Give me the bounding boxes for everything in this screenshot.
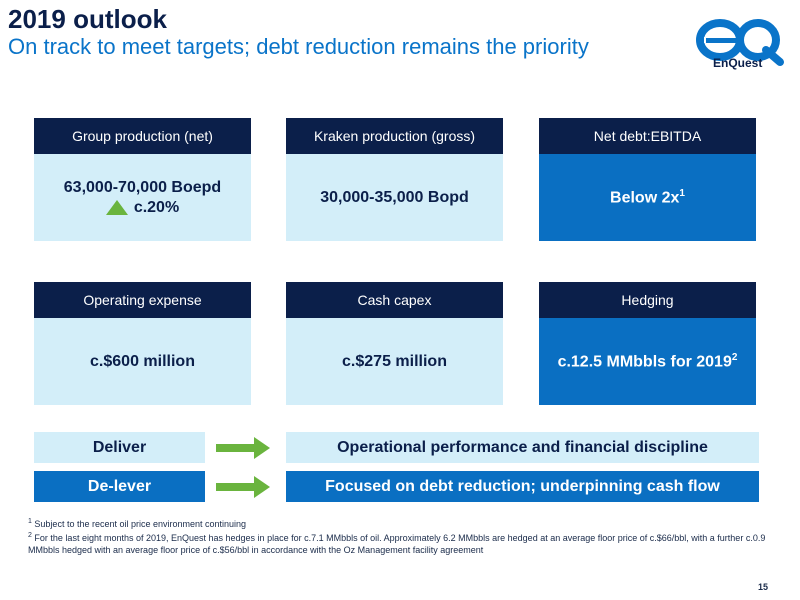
card-label: Operating expense (34, 282, 251, 318)
page-subtitle: On track to meet targets; debt reduction… (8, 34, 589, 59)
card-value-box: 30,000-35,000 Bopd (286, 154, 503, 241)
right-arrow-icon (216, 437, 270, 459)
card-net-debt-ebitda: Net debt:EBITDA Below 2x1 (539, 118, 756, 241)
card-value: c.$600 million (90, 352, 195, 370)
card-value-box: Below 2x1 (539, 154, 756, 241)
page-number: 15 (758, 582, 769, 592)
enquest-logo-icon (696, 19, 784, 66)
card-label: Kraken production (gross) (286, 118, 503, 154)
footnote-ref: 2 (731, 351, 738, 363)
card-value: 63,000-70,000 Boepd (63, 178, 222, 196)
footnote-text: For the last eight months of 2019, EnQue… (28, 533, 766, 555)
footnote-1: 1 Subject to the recent oil price enviro… (28, 516, 778, 530)
card-kraken-production: Kraken production (gross) 30,000-35,000 … (286, 118, 503, 241)
band-delever-text: Focused on debt reduction; underpinning … (286, 471, 759, 502)
footnote-number: 1 (28, 518, 32, 525)
card-value-box: c.$600 million (34, 318, 251, 405)
footnote-number: 2 (28, 532, 32, 539)
right-arrow-icon (216, 476, 270, 498)
footnote-2: 2 For the last eight months of 2019, EnQ… (28, 530, 778, 556)
up-triangle-icon (105, 200, 128, 215)
card-cash-capex: Cash capex c.$275 million (286, 282, 503, 405)
card-value-box: c.12.5 MMbbls for 20192 (539, 318, 756, 405)
card-group-production: Group production (net) 63,000-70,000 Boe… (34, 118, 251, 241)
card-operating-expense: Operating expense c.$600 million (34, 282, 251, 405)
band-deliver-label: Deliver (34, 432, 205, 463)
footnote-ref: 1 (679, 187, 685, 199)
card-value: c.$275 million (342, 352, 447, 370)
card-value: c.12.5 MMbbls for 2019 (557, 353, 732, 371)
card-label: Hedging (539, 282, 756, 318)
card-value: Below 2x (610, 189, 680, 207)
logo-text: EnQuest (713, 56, 763, 70)
footnotes: 1 Subject to the recent oil price enviro… (28, 516, 778, 556)
card-sub-value: c.20% (133, 198, 180, 216)
card-label: Cash capex (286, 282, 503, 318)
card-value-box: c.$275 million (286, 318, 503, 405)
card-hedging: Hedging c.12.5 MMbbls for 20192 (539, 282, 756, 405)
band-deliver-text: Operational performance and financial di… (286, 432, 759, 463)
card-sub-line: c.20% (105, 198, 180, 217)
card-value-line: c.12.5 MMbbls for 20192 (558, 352, 738, 371)
card-value: 30,000-35,000 Bopd (320, 188, 469, 206)
card-label: Group production (net) (34, 118, 251, 154)
footnote-text: Subject to the recent oil price environm… (34, 519, 247, 529)
band-delever-label: De-lever (34, 471, 205, 502)
page-title: 2019 outlook (8, 4, 167, 34)
card-value-box: 63,000-70,000 Boepd c.20% (34, 154, 251, 241)
card-label: Net debt:EBITDA (539, 118, 756, 154)
card-value-line: Below 2x1 (610, 188, 685, 207)
